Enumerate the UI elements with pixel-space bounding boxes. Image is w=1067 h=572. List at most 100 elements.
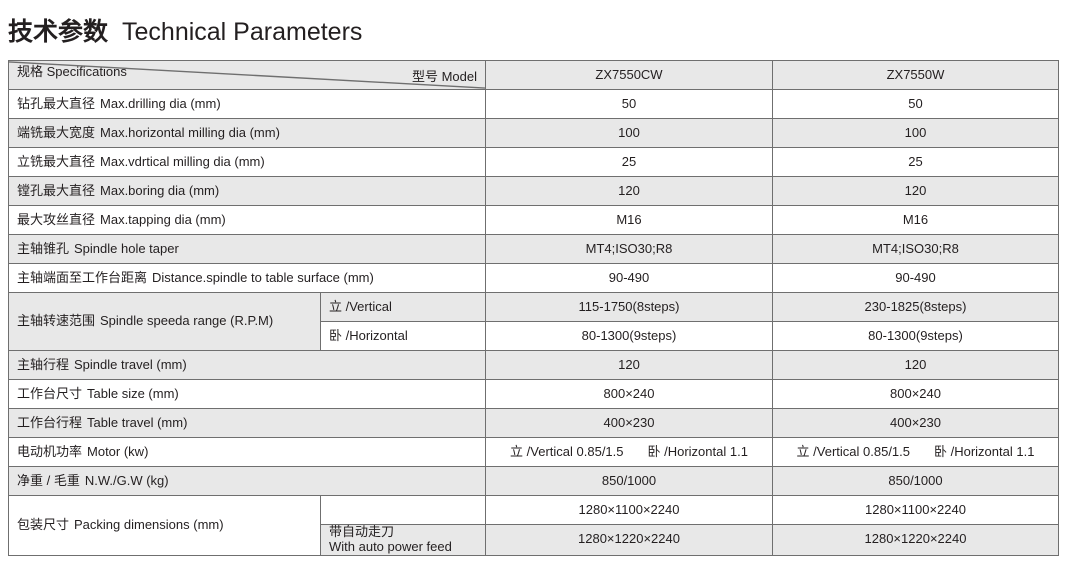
row-label-en: Spindle travel (mm) [74,356,187,372]
row-label-cn: 电动机功率 [17,443,83,459]
row-label-max-boring-dia: 镗孔最大直径 Max.boring dia (mm) [8,176,486,206]
cell-value: 90-490 [485,263,773,293]
row-label-cn: 主轴端面至工作台距离 [17,269,148,285]
row-label-cn: 工作台尺寸 [17,385,83,401]
row-label-cn: 主轴锥孔 [17,240,70,256]
motor-vertical-value: 立 /Vertical 0.85/1.5 [796,443,910,459]
row-label-max-tapping-dia: 最大攻丝直径 Max.tapping dia (mm) [8,205,486,235]
motor-horizontal-value: 卧 /Horizontal 1.1 [934,443,1035,459]
table-row: 主轴锥孔 Spindle hole taper MT4;ISO30;R8 MT4;… [8,234,1059,264]
table-row: 主轴端面至工作台距离 Distance.spindle to table surf… [8,263,1059,293]
table-row: 电动机功率 Motor (kw) 立 /Vertical 0.85/1.5 卧 /… [8,437,1059,467]
row-label-cn: 端铣最大宽度 [17,124,96,140]
row-label-max-drilling-dia: 钻孔最大直径 Max.drilling dia (mm) [8,89,486,119]
table-row: 端铣最大宽度 Max.horizontal milling dia (mm) 10… [8,118,1059,148]
table-header-row: 规格 Specifications 型号 Model ZX7550CW ZX75… [8,60,1059,90]
header-column-zx7550cw: ZX7550CW [485,60,773,90]
cell-value: 115-1750(8steps) [485,292,773,322]
row-label-en: Max.vdrtical milling dia (mm) [100,153,265,169]
cell-value: 50 [772,89,1059,119]
header-column-zx7550w: ZX7550W [772,60,1059,90]
table-row: 主轴行程 Spindle travel (mm) 120 120 [8,350,1059,380]
row-label-max-vertical-milling-dia: 立铣最大直径 Max.vdrtical milling dia (mm) [8,147,486,177]
row-label-table-travel: 工作台行程 Table travel (mm) [8,408,486,438]
cell-value: 25 [772,147,1059,177]
cell-value: 50 [485,89,773,119]
row-label-packing-dimensions: 包装尺寸 Packing dimensions (mm) [8,495,321,556]
specifications-table: 规格 Specifications 型号 Model ZX7550CW ZX75… [8,60,1059,556]
row-label-en: Max.boring dia (mm) [100,182,220,198]
row-label-en: Table travel (mm) [87,414,188,430]
sub-label-auto-power-feed: 带自动走刀 With auto power feed [320,524,486,556]
cell-value: 1280×1100×2240 [772,495,1059,525]
row-label-cn: 主轴转速范围 [17,313,96,329]
header-model-label: 型号 Model [411,69,477,84]
table-row: 包装尺寸 Packing dimensions (mm) 1280×1100×22… [8,495,1059,556]
sub-label-vertical: 立 /Vertical [320,292,486,322]
cell-value: 120 [772,176,1059,206]
cell-value: 25 [485,147,773,177]
motor-horizontal-value: 卧 /Horizontal 1.1 [647,443,748,459]
row-label-cn: 立铣最大直径 [17,153,96,169]
sub-label-auto-power-feed-cn: 带自动走刀 [329,524,395,539]
cell-value-motor: 立 /Vertical 0.85/1.5 卧 /Horizontal 1.1 [485,437,773,467]
cell-value: 100 [772,118,1059,148]
sub-label-auto-power-feed-en: With auto power feed [329,538,452,554]
row-label-cn: 包装尺寸 [17,516,70,532]
row-label-spindle-hole-taper: 主轴锥孔 Spindle hole taper [8,234,486,264]
table-row: 工作台行程 Table travel (mm) 400×230 400×230 [8,408,1059,438]
row-label-cn: 工作台行程 [17,414,83,430]
table-row: 钻孔最大直径 Max.drilling dia (mm) 50 50 [8,89,1059,119]
cell-value: 80-1300(9steps) [772,321,1059,351]
table-row: 镗孔最大直径 Max.boring dia (mm) 120 120 [8,176,1059,206]
cell-value: 1280×1220×2240 [772,524,1059,556]
row-label-en: Table size (mm) [87,385,179,401]
table-row: 主轴转速范围 Spindle speeda range (R.P.M) 立 /Ve… [8,292,1059,351]
cell-value: 230-1825(8steps) [772,292,1059,322]
row-label-cn: 最大攻丝直径 [17,211,96,227]
cell-value: 850/1000 [485,466,773,496]
cell-value: 90-490 [772,263,1059,293]
row-label-cn: 钻孔最大直径 [17,95,96,111]
row-label-en: Max.tapping dia (mm) [100,211,226,227]
row-label-table-size: 工作台尺寸 Table size (mm) [8,379,486,409]
cell-value: 120 [485,350,773,380]
row-label-en: Spindle speeda range (R.P.M) [100,313,274,329]
cell-value: MT4;ISO30;R8 [485,234,773,264]
cell-value: 800×240 [772,379,1059,409]
cell-value: MT4;ISO30;R8 [772,234,1059,264]
table-row: 最大攻丝直径 Max.tapping dia (mm) M16 M16 [8,205,1059,235]
table-row: 带自动走刀 With auto power feed 1280×1220×224… [9,524,1059,556]
row-label-max-horizontal-milling-dia: 端铣最大宽度 Max.horizontal milling dia (mm) [8,118,486,148]
cell-value: M16 [485,205,773,235]
header-spec-model-cell: 规格 Specifications 型号 Model [8,60,486,90]
page-title-en: Technical Parameters [122,18,363,46]
row-label-en: Spindle hole taper [74,240,179,256]
cell-value: 850/1000 [772,466,1059,496]
cell-value: 80-1300(9steps) [485,321,773,351]
row-label-net-gross-weight: 净重 / 毛重 N.W./G.W (kg) [8,466,486,496]
row-label-en: Distance.spindle to table surface (mm) [152,269,374,285]
page-title: 技术参数 Technical Parameters [8,12,362,48]
cell-value: 1280×1220×2240 [485,524,773,556]
table-row: 净重 / 毛重 N.W./G.W (kg) 850/1000 850/1000 [8,466,1059,496]
row-label-cn: 主轴行程 [17,356,70,372]
row-label-en: N.W./G.W (kg) [84,472,169,488]
cell-value: 1280×1100×2240 [485,495,773,525]
cell-value: 100 [485,118,773,148]
row-label-spindle-travel: 主轴行程 Spindle travel (mm) [8,350,486,380]
cell-value: M16 [772,205,1059,235]
header-specifications-label: 规格 Specifications [17,64,127,79]
cell-value: 120 [485,176,773,206]
row-label-distance-spindle-to-table: 主轴端面至工作台距离 Distance.spindle to table surf… [8,263,486,293]
cell-value: 400×230 [772,408,1059,438]
row-label-en: Packing dimensions (mm) [74,516,224,532]
motor-vertical-value: 立 /Vertical 0.85/1.5 [510,443,624,459]
row-label-en: Max.horizontal milling dia (mm) [100,124,280,140]
cell-value: 800×240 [485,379,773,409]
page-title-cn: 技术参数 [8,18,109,46]
row-label-en: Max.drilling dia (mm) [100,95,221,111]
table-row: 立铣最大直径 Max.vdrtical milling dia (mm) 25 2… [8,147,1059,177]
sub-label-standard-blank [320,495,486,525]
